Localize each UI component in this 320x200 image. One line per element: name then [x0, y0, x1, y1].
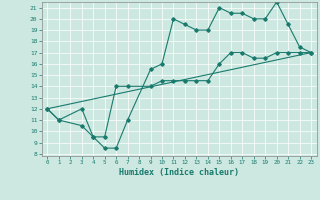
- X-axis label: Humidex (Indice chaleur): Humidex (Indice chaleur): [119, 168, 239, 177]
